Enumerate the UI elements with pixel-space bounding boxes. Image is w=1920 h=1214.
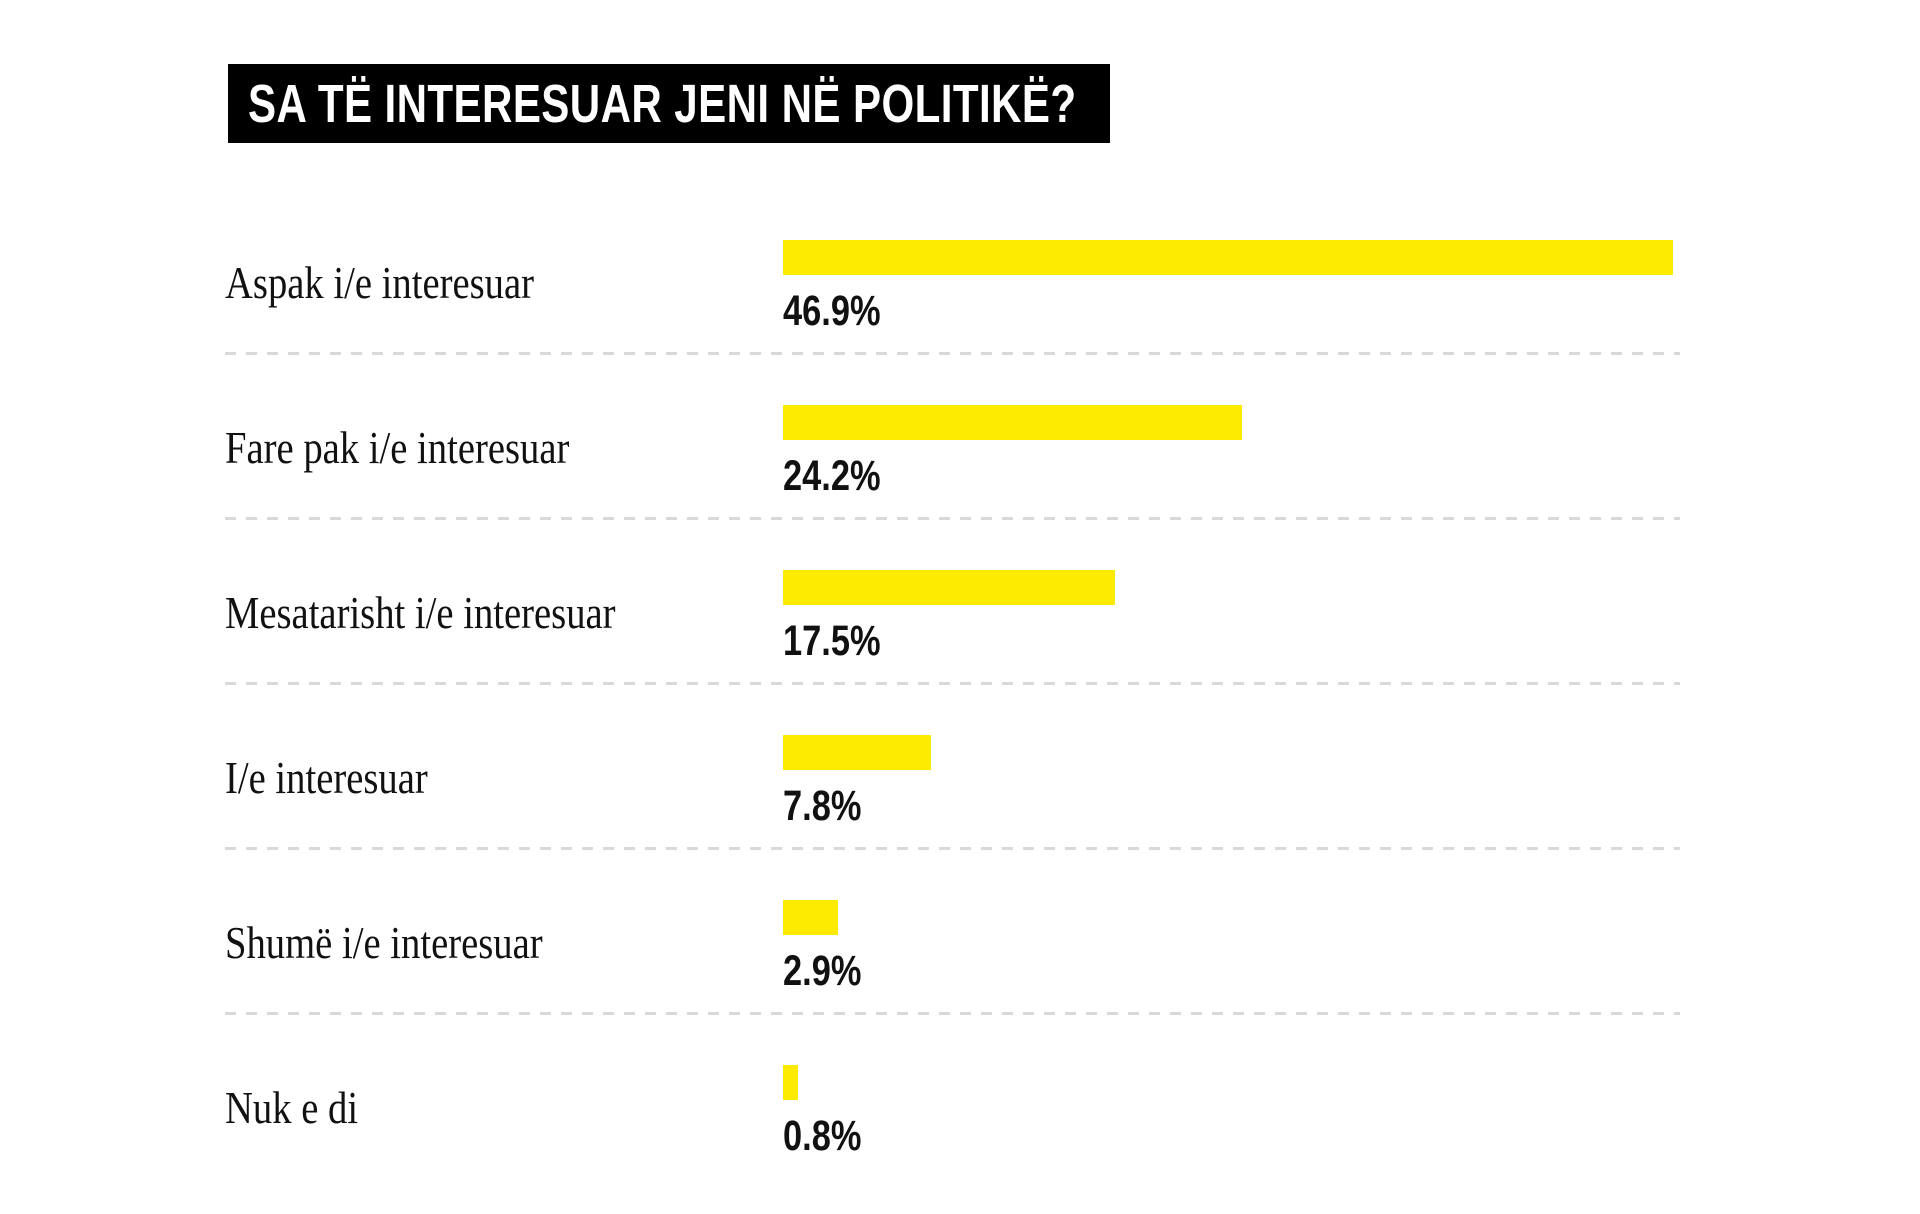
category-label: Aspak i/e interesuar [225, 257, 535, 308]
bar-cell: 7.8% [783, 735, 1680, 850]
row-divider [225, 352, 1680, 355]
bar-chart: Aspak i/e interesuar 46.9% Fare pak i/e … [225, 190, 1680, 1180]
chart-row: Nuk e di 0.8% [225, 1015, 1680, 1180]
row-divider [225, 1012, 1680, 1015]
category-label: Mesatarisht i/e interesuar [225, 587, 616, 638]
bar-track [783, 240, 1673, 275]
value-label: 7.8% [783, 782, 862, 830]
row-divider [225, 517, 1680, 520]
chart-row: I/e interesuar 7.8% [225, 685, 1680, 850]
category-label-cell: Shumë i/e interesuar [225, 900, 783, 1015]
bar-cell: 24.2% [783, 405, 1680, 520]
category-label: I/e interesuar [225, 752, 428, 803]
value-label: 0.8% [783, 1112, 862, 1160]
value-label: 24.2% [783, 452, 881, 500]
value-bar [783, 900, 839, 935]
bar-track [783, 1065, 1673, 1100]
category-label: Fare pak i/e interesuar [225, 422, 570, 473]
value-bar [783, 735, 932, 770]
row-divider [225, 682, 1680, 685]
category-label: Nuk e di [225, 1082, 359, 1133]
bar-cell: 2.9% [783, 900, 1680, 1015]
category-label-cell: Aspak i/e interesuar [225, 240, 783, 355]
bar-track [783, 900, 1673, 935]
bar-cell: 46.9% [783, 240, 1680, 355]
bar-cell: 0.8% [783, 1065, 1680, 1180]
category-label-cell: Mesatarisht i/e interesuar [225, 570, 783, 685]
bar-track [783, 405, 1673, 440]
value-bar [783, 1065, 799, 1100]
chart-row: Aspak i/e interesuar 46.9% [225, 190, 1680, 355]
value-bar [783, 405, 1243, 440]
category-label-cell: Fare pak i/e interesuar [225, 405, 783, 520]
bar-cell: 17.5% [783, 570, 1680, 685]
value-label: 2.9% [783, 947, 862, 995]
value-bar [783, 240, 1673, 275]
bar-track [783, 735, 1673, 770]
value-bar [783, 570, 1116, 605]
bar-track [783, 570, 1673, 605]
chart-title: SA TË INTERESUAR JENI NË POLITIKË? [248, 73, 1077, 134]
chart-title-box: SA TË INTERESUAR JENI NË POLITIKË? [228, 64, 1110, 143]
value-label: 46.9% [783, 287, 881, 335]
value-label: 17.5% [783, 617, 881, 665]
row-divider [225, 847, 1680, 850]
category-label-cell: Nuk e di [225, 1065, 783, 1180]
chart-row: Mesatarisht i/e interesuar 17.5% [225, 520, 1680, 685]
chart-row: Fare pak i/e interesuar 24.2% [225, 355, 1680, 520]
category-label-cell: I/e interesuar [225, 735, 783, 850]
chart-row: Shumë i/e interesuar 2.9% [225, 850, 1680, 1015]
category-label: Shumë i/e interesuar [225, 917, 543, 968]
